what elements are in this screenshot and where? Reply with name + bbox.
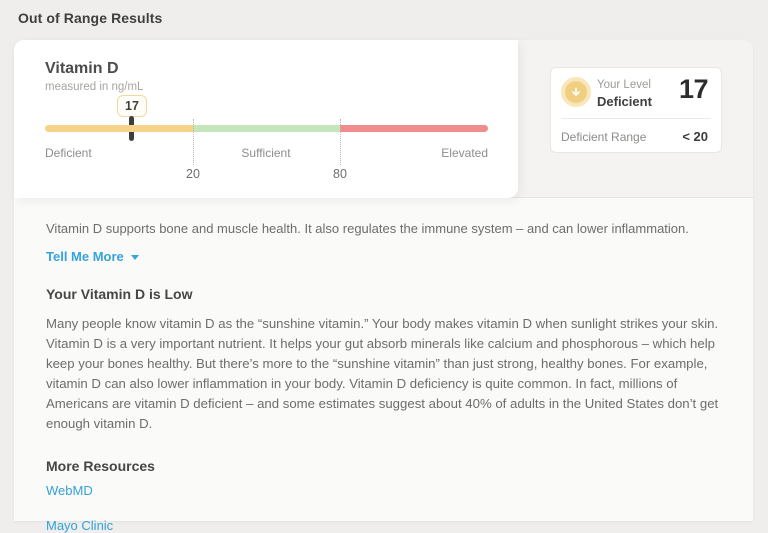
tell-me-more-label: Tell Me More [46, 249, 124, 264]
boundary-value-20: 20 [186, 167, 200, 181]
your-level-card: Your Level Deficient 17 Deficient Range … [550, 67, 722, 153]
range-segment-sufficient [193, 125, 340, 132]
biomarker-unit-label: measured in ng/mL [45, 81, 144, 93]
deficient-range-label: Deficient Range [561, 130, 647, 144]
low-level-body-text: Many people know vitamin D as the “sunsh… [46, 316, 719, 431]
details-section: Vitamin D supports bone and muscle healt… [14, 198, 753, 533]
range-segment-elevated [340, 125, 488, 132]
range-segment-deficient [45, 125, 193, 132]
tell-me-more-button[interactable]: Tell Me More [46, 249, 139, 264]
arrow-down-circle-icon [561, 77, 591, 107]
more-resources-heading: More Resources [46, 458, 155, 474]
level-card-divider [561, 118, 711, 119]
summary-text: Vitamin D supports bone and muscle healt… [46, 221, 689, 236]
deficient-range-value: < 20 [682, 129, 708, 144]
boundary-line-80 [340, 119, 341, 165]
zone-label-sufficient: Sufficient [241, 146, 291, 160]
arrow-down-glyph [565, 81, 587, 103]
vitamin-d-gauge-card: Vitamin D measured in ng/mL 17 Deficient… [14, 40, 518, 198]
biomarker-title: Vitamin D [45, 60, 119, 77]
result-value-badge: 17 [117, 95, 147, 117]
zone-label-deficient: Deficient [45, 146, 92, 160]
resource-link-mayo-clinic[interactable]: Mayo Clinic [46, 518, 114, 533]
vitamin-d-summary-band: Vitamin D measured in ng/mL 17 Deficient… [14, 40, 753, 198]
chevron-down-icon [130, 254, 139, 260]
your-level-label: Your Level [597, 79, 651, 91]
zone-label-elevated: Elevated [441, 146, 488, 160]
level-status: Deficient [597, 94, 652, 109]
range-bar [45, 125, 488, 132]
low-level-heading: Your Vitamin D is Low [46, 286, 193, 302]
page-title: Out of Range Results [18, 10, 163, 26]
level-value: 17 [678, 74, 709, 104]
boundary-line-20 [193, 119, 194, 165]
resource-link-webmd[interactable]: WebMD [46, 483, 93, 498]
boundary-value-80: 80 [333, 167, 347, 181]
results-panel: Vitamin D measured in ng/mL 17 Deficient… [14, 40, 753, 533]
